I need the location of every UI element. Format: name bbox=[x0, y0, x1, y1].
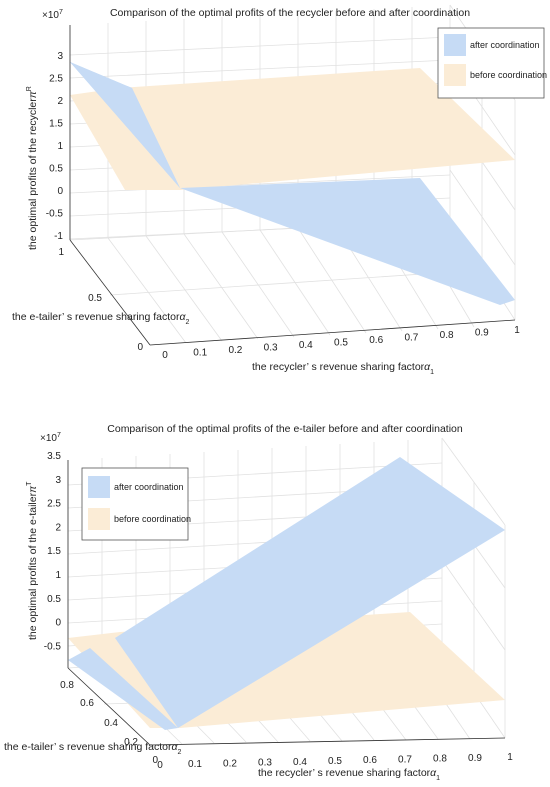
chart-title: Comparison of the optimal profits of the… bbox=[107, 423, 463, 435]
tick-label: 1 bbox=[57, 141, 63, 152]
x-tick-labels: 0 0.1 0.2 0.3 0.4 0.5 0.6 0.7 0.8 0.9 1 bbox=[162, 325, 520, 361]
tick-label: 0 bbox=[157, 760, 163, 771]
legend-label-before: before coordination bbox=[114, 514, 191, 524]
legend-swatch-before bbox=[444, 64, 466, 86]
surface-after-coordination-lower bbox=[68, 648, 178, 730]
tick-label: 0.9 bbox=[475, 328, 489, 339]
tick-label: 1 bbox=[55, 570, 61, 581]
x-axis-line bbox=[149, 319, 516, 346]
tick-label: 0.1 bbox=[188, 759, 202, 770]
tick-label: 0.3 bbox=[264, 343, 278, 354]
legend: after coordination before coordination bbox=[81, 467, 191, 541]
tick-label: 0.7 bbox=[398, 754, 412, 765]
tick-label: 2 bbox=[55, 522, 61, 533]
tick-label: 0 bbox=[55, 618, 61, 629]
y-axis-line bbox=[69, 239, 151, 346]
tick-label: 0 bbox=[137, 342, 143, 353]
x-tick-labels: 0 0.1 0.2 0.3 0.4 0.5 0.6 0.7 0.8 0.9 1 bbox=[157, 752, 513, 771]
tick-label: 0.5 bbox=[328, 756, 342, 767]
tick-label: 0.4 bbox=[104, 718, 118, 729]
chart-title: Comparison of the optimal profits of the… bbox=[110, 7, 470, 19]
legend-swatch-after bbox=[444, 34, 466, 56]
tick-label: 1 bbox=[58, 247, 64, 258]
tick-label: 0.2 bbox=[228, 345, 242, 356]
surfaces bbox=[70, 62, 515, 305]
legend: after coordination before coordination bbox=[437, 27, 547, 99]
z-axis-label: the optimal profits of the recyclerπR bbox=[26, 86, 39, 250]
tick-label: -0.5 bbox=[44, 641, 62, 652]
tick-label: -1 bbox=[54, 231, 63, 242]
tick-label: 0 bbox=[162, 350, 168, 361]
tick-label: 0.4 bbox=[293, 757, 307, 768]
surfaces bbox=[68, 457, 505, 730]
chart-etailer: Comparison of the optimal profits of the… bbox=[4, 423, 513, 782]
surface-before-coordination bbox=[70, 68, 515, 190]
tick-label: 0.5 bbox=[88, 293, 102, 304]
tick-label: 3.5 bbox=[47, 451, 61, 462]
x-axis-label: the recycler’ s revenue sharing factorα1 bbox=[252, 361, 434, 376]
tick-label: 0.2 bbox=[124, 737, 138, 748]
surface-after-coordination-wedge bbox=[70, 62, 180, 188]
tick-label: 1 bbox=[514, 325, 520, 336]
tick-label: 0.5 bbox=[334, 338, 348, 349]
tick-label: 0.8 bbox=[433, 754, 447, 765]
y-axis-line bbox=[67, 667, 151, 746]
tick-label: 1.5 bbox=[49, 119, 63, 130]
tick-label: 0.3 bbox=[258, 758, 272, 769]
tick-label: 2.5 bbox=[49, 74, 63, 85]
x-axis-label: the recycler’ s revenue sharing factorα1 bbox=[258, 767, 440, 782]
tick-label: -0.5 bbox=[46, 209, 64, 220]
tick-label: 1 bbox=[507, 752, 513, 763]
tick-label: 2 bbox=[57, 96, 63, 107]
tick-label: 3 bbox=[57, 51, 63, 62]
tick-label: 0.4 bbox=[299, 340, 313, 351]
y-axis-label: the e-tailer’ s revenue sharing factorα2 bbox=[4, 741, 182, 756]
legend-label-after: after coordination bbox=[470, 40, 540, 50]
z-tick-labels: 3.5 3 2.5 2 1.5 1 0.5 0 -0.5 bbox=[44, 451, 62, 652]
z-axis-label: the optimal profits of the e-tailerπT bbox=[26, 481, 39, 640]
tick-label: 0 bbox=[57, 186, 63, 197]
tick-label: 0.8 bbox=[60, 680, 74, 691]
tick-label: 0.5 bbox=[49, 164, 63, 175]
tick-label: 0.6 bbox=[363, 755, 377, 766]
exponent-label: ×107 bbox=[42, 9, 63, 21]
legend-label-after: after coordination bbox=[114, 482, 184, 492]
tick-label: 0.8 bbox=[440, 330, 454, 341]
tick-label: 0.1 bbox=[193, 348, 207, 359]
tick-label: 0.5 bbox=[47, 594, 61, 605]
tick-label: 0.2 bbox=[223, 758, 237, 769]
exponent-label: ×107 bbox=[40, 432, 61, 444]
y-tick-labels: 00.51 bbox=[58, 247, 143, 353]
tick-label: 0.6 bbox=[80, 698, 94, 709]
tick-label: 0 bbox=[152, 755, 158, 766]
x-axis-line bbox=[149, 737, 506, 746]
z-tick-labels: 3 2.5 2 1.5 1 0.5 0 -0.5 -1 bbox=[46, 51, 64, 242]
legend-swatch-after bbox=[88, 476, 110, 498]
tick-label: 3 bbox=[55, 475, 61, 486]
tick-label: 1.5 bbox=[47, 546, 61, 557]
legend-label-before: before coordination bbox=[470, 70, 547, 80]
tick-label: 0.7 bbox=[404, 333, 418, 344]
legend-swatch-before bbox=[88, 508, 110, 530]
tick-label: 2.5 bbox=[47, 499, 61, 510]
tick-label: 0.6 bbox=[369, 335, 383, 346]
surface-after-coordination bbox=[70, 62, 515, 305]
chart-recycler: Comparison of the optimal profits of the… bbox=[12, 4, 547, 376]
y-tick-labels: 0 0.2 0.4 0.6 0.8 bbox=[60, 680, 158, 766]
surface-after-coordination bbox=[115, 457, 505, 728]
y-axis-label: the e-tailer’ s revenue sharing factorα2 bbox=[12, 311, 190, 326]
tick-label: 0.9 bbox=[468, 753, 482, 764]
